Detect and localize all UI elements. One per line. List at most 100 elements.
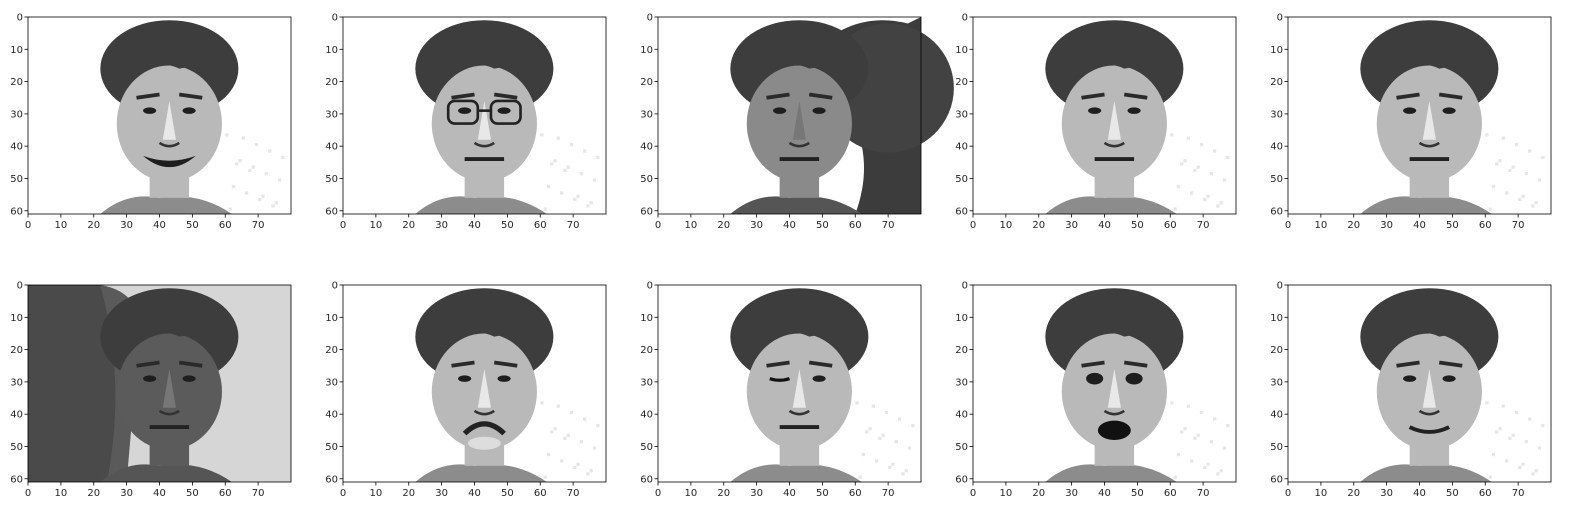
y-tick-label: 30 [955, 109, 968, 120]
y-tick-label: 60 [955, 474, 968, 485]
x-tick-label: 40 [1413, 488, 1426, 499]
face-panel: 0 10 20 30 40 50 60 70 0 10 20 30 40 50 60 [325, 13, 643, 245]
x-tick-label: 20 [1347, 488, 1360, 499]
x-tick-label: 30 [1065, 220, 1078, 231]
x-tick-label: 30 [120, 220, 133, 231]
y-tick-label: 60 [1270, 474, 1283, 485]
y-tick-label: 30 [1270, 109, 1283, 120]
y-tick-label: 50 [955, 174, 968, 185]
y-tick-label: 50 [325, 442, 338, 453]
face-panel: 0 10 20 30 40 50 60 70 0 10 20 30 40 50 60 [1270, 281, 1582, 513]
x-tick-label: 0 [25, 488, 31, 499]
y-tick-label: 60 [640, 206, 653, 217]
x-tick-label: 50 [1131, 220, 1144, 231]
y-tick-label: 10 [325, 313, 338, 324]
x-tick-label: 20 [87, 220, 100, 231]
face-panel: 0 10 20 30 40 50 60 70 0 10 20 30 40 50 60 [640, 281, 958, 513]
x-tick-label: 0 [340, 220, 346, 231]
face-panel: 0 10 20 30 40 50 60 70 0 10 20 30 40 50 60 [10, 281, 328, 513]
y-tick-label: 60 [10, 474, 23, 485]
face-image [1288, 285, 1551, 482]
y-tick-label: 50 [1270, 174, 1283, 185]
face-image [973, 17, 1236, 214]
y-tick-label: 10 [640, 313, 653, 324]
image-axes: 0 10 20 30 40 50 60 70 0 10 20 30 40 50 60 [10, 13, 292, 231]
x-tick-label: 70 [882, 220, 895, 231]
y-tick-label: 0 [647, 13, 653, 24]
y-tick-label: 40 [325, 410, 338, 421]
x-tick-label: 60 [219, 488, 232, 499]
x-tick-label: 40 [153, 220, 166, 231]
face-image [658, 17, 954, 214]
x-tick-label: 40 [783, 220, 796, 231]
y-tick-label: 30 [640, 377, 653, 388]
x-tick-label: 50 [186, 488, 199, 499]
x-tick-label: 10 [55, 220, 68, 231]
y-tick-label: 50 [640, 174, 653, 185]
face-image [28, 285, 291, 482]
image-axes: 0 10 20 30 40 50 60 70 0 10 20 30 40 50 60 [1270, 281, 1552, 499]
x-tick-label: 20 [717, 220, 730, 231]
x-tick-label: 70 [1197, 488, 1210, 499]
x-tick-label: 30 [120, 488, 133, 499]
x-tick-label: 20 [87, 488, 100, 499]
x-tick-label: 50 [501, 220, 514, 231]
face-image [658, 285, 921, 482]
y-tick-label: 0 [962, 281, 968, 292]
x-tick-label: 20 [402, 220, 415, 231]
face-image [28, 17, 291, 214]
x-tick-label: 30 [1380, 488, 1393, 499]
y-tick-label: 10 [1270, 45, 1283, 56]
x-tick-label: 50 [1131, 488, 1144, 499]
x-tick-label: 40 [468, 488, 481, 499]
y-tick-label: 0 [647, 281, 653, 292]
face-panel: 0 10 20 30 40 50 60 70 0 10 20 30 40 50 60 [10, 13, 328, 245]
y-tick-label: 10 [325, 45, 338, 56]
face-panel: 0 10 20 30 40 50 60 70 0 10 20 30 40 50 60 [640, 13, 958, 245]
y-tick-label: 60 [640, 474, 653, 485]
x-tick-label: 30 [1065, 488, 1078, 499]
x-tick-label: 60 [1164, 220, 1177, 231]
y-tick-label: 0 [1277, 281, 1283, 292]
face-panel: 0 10 20 30 40 50 60 70 0 10 20 30 40 50 60 [955, 281, 1273, 513]
y-tick-label: 40 [10, 142, 23, 153]
y-tick-label: 20 [325, 345, 338, 356]
x-tick-label: 0 [340, 488, 346, 499]
y-tick-label: 40 [325, 142, 338, 153]
y-tick-label: 10 [10, 313, 23, 324]
x-tick-label: 0 [655, 220, 661, 231]
y-tick-label: 30 [640, 109, 653, 120]
y-tick-label: 50 [640, 442, 653, 453]
image-axes: 0 10 20 30 40 50 60 70 0 10 20 30 40 50 60 [325, 13, 607, 231]
y-tick-label: 40 [1270, 410, 1283, 421]
x-tick-label: 20 [402, 488, 415, 499]
x-tick-label: 70 [567, 488, 580, 499]
image-axes: 0 10 20 30 40 50 60 70 0 10 20 30 40 50 60 [640, 13, 954, 231]
x-tick-label: 60 [219, 220, 232, 231]
x-tick-label: 30 [1380, 220, 1393, 231]
y-tick-label: 0 [332, 281, 338, 292]
y-tick-label: 60 [10, 206, 23, 217]
x-tick-label: 20 [1032, 220, 1045, 231]
x-tick-label: 20 [1347, 220, 1360, 231]
face-image [973, 285, 1236, 482]
y-tick-label: 0 [17, 13, 23, 24]
y-tick-label: 10 [955, 45, 968, 56]
y-tick-label: 40 [640, 142, 653, 153]
x-tick-label: 70 [882, 488, 895, 499]
x-tick-label: 50 [501, 488, 514, 499]
x-tick-label: 40 [1098, 488, 1111, 499]
x-tick-label: 70 [1197, 220, 1210, 231]
x-tick-label: 60 [1479, 488, 1492, 499]
y-tick-label: 10 [1270, 313, 1283, 324]
x-tick-label: 40 [153, 488, 166, 499]
x-tick-label: 10 [685, 220, 698, 231]
x-tick-label: 30 [435, 488, 448, 499]
x-tick-label: 0 [1285, 488, 1291, 499]
y-tick-label: 10 [640, 45, 653, 56]
image-axes: 0 10 20 30 40 50 60 70 0 10 20 30 40 50 60 [955, 281, 1237, 499]
y-tick-label: 20 [955, 345, 968, 356]
face-panel: 0 10 20 30 40 50 60 70 0 10 20 30 40 50 60 [1270, 13, 1582, 245]
x-tick-label: 10 [1315, 488, 1328, 499]
image-axes: 0 10 20 30 40 50 60 70 0 10 20 30 40 50 60 [640, 281, 922, 499]
